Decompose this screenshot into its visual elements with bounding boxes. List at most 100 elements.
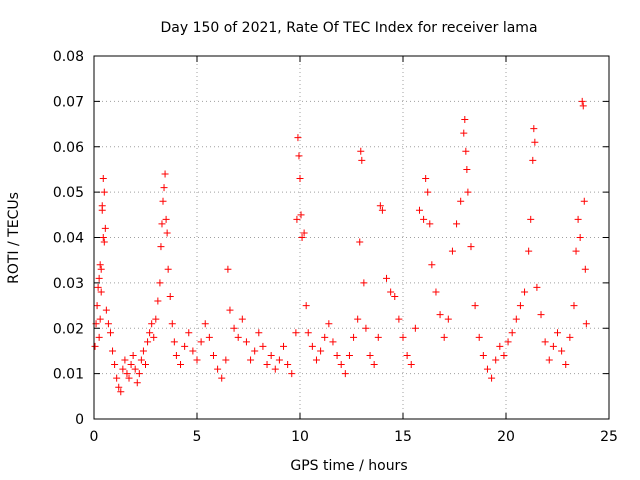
data-point (293, 215, 301, 223)
data-point (102, 306, 110, 314)
data-point (95, 274, 103, 282)
data-point (288, 370, 296, 378)
data-point (341, 370, 349, 378)
data-point (317, 347, 325, 355)
data-point (464, 188, 472, 196)
y-tick-label: 0.06 (53, 140, 84, 156)
data-point (224, 265, 232, 273)
y-tick-label: 0.01 (53, 367, 84, 383)
data-point (312, 356, 320, 364)
data-point (376, 202, 384, 210)
y-axis: 0 0.01 0.02 0.03 0.04 0.05 0.06 0.07 0.08 (53, 49, 609, 428)
data-point (294, 134, 302, 142)
data-point (297, 211, 305, 219)
data-point (432, 288, 440, 296)
data-point (292, 329, 300, 337)
data-point (129, 351, 137, 359)
y-tick-label: 0.05 (53, 185, 84, 201)
data-point (163, 229, 171, 237)
data-point (533, 283, 541, 291)
data-point (374, 333, 382, 341)
plot-frame (93, 55, 610, 420)
data-point (525, 247, 533, 255)
data-point (100, 238, 108, 246)
data-point (426, 220, 434, 228)
data-point (422, 175, 430, 183)
data-point (106, 329, 114, 337)
data-point (99, 175, 107, 183)
y-tick-label: 0.08 (53, 49, 84, 65)
data-point (127, 361, 135, 369)
data-point (146, 329, 154, 337)
data-point (172, 351, 180, 359)
data-point (300, 229, 308, 237)
data-point (148, 320, 156, 328)
data-point (160, 184, 168, 192)
y-tick-label: 0.04 (53, 231, 84, 247)
data-point (483, 365, 491, 373)
data-point (479, 351, 487, 359)
data-point (420, 215, 428, 223)
data-point (263, 361, 271, 369)
data-point (259, 342, 267, 350)
data-point (580, 197, 588, 205)
data-point (496, 342, 504, 350)
data-point (582, 320, 590, 328)
data-point (154, 297, 162, 305)
data-point (100, 188, 108, 196)
data-point (214, 365, 222, 373)
data-point (329, 338, 337, 346)
data-point (378, 206, 386, 214)
data-point (529, 156, 537, 164)
data-point (131, 365, 139, 373)
data-point (137, 356, 145, 364)
data-point (111, 361, 119, 369)
data-point (97, 288, 105, 296)
data-point (139, 347, 147, 355)
data-point (197, 338, 205, 346)
data-point (91, 342, 99, 350)
x-tick-label: 10 (291, 429, 309, 445)
data-point (234, 333, 242, 341)
data-point (333, 351, 341, 359)
data-point (302, 302, 310, 310)
data-point (156, 279, 164, 287)
data-point (267, 351, 275, 359)
data-point (572, 247, 580, 255)
data-point (444, 315, 452, 323)
data-point (251, 347, 259, 355)
data-point (516, 302, 524, 310)
data-point (424, 188, 432, 196)
data-point (157, 243, 165, 251)
data-point (387, 288, 395, 296)
data-point (581, 265, 589, 273)
data-point (164, 265, 172, 273)
data-points (91, 97, 590, 396)
x-axis: 0 5 10 15 20 25 (90, 56, 618, 445)
data-point (166, 292, 174, 300)
data-point (159, 197, 167, 205)
data-point (168, 320, 176, 328)
data-point (467, 243, 475, 251)
data-point (370, 361, 378, 369)
x-tick-label: 20 (497, 429, 515, 445)
y-tick-label: 0.02 (53, 321, 84, 337)
data-point (554, 329, 561, 337)
data-point (271, 365, 279, 373)
data-point (488, 374, 496, 382)
data-point (161, 170, 169, 178)
data-point (226, 306, 234, 314)
data-point (579, 102, 587, 110)
data-point (391, 292, 399, 300)
data-point (170, 338, 178, 346)
data-point (457, 197, 465, 205)
data-point (403, 351, 411, 359)
data-point (99, 234, 107, 241)
grid-lines (94, 56, 609, 419)
data-point (218, 374, 226, 382)
data-point (177, 361, 185, 369)
data-point (463, 165, 471, 173)
data-point (205, 333, 213, 341)
data-point (94, 283, 102, 291)
